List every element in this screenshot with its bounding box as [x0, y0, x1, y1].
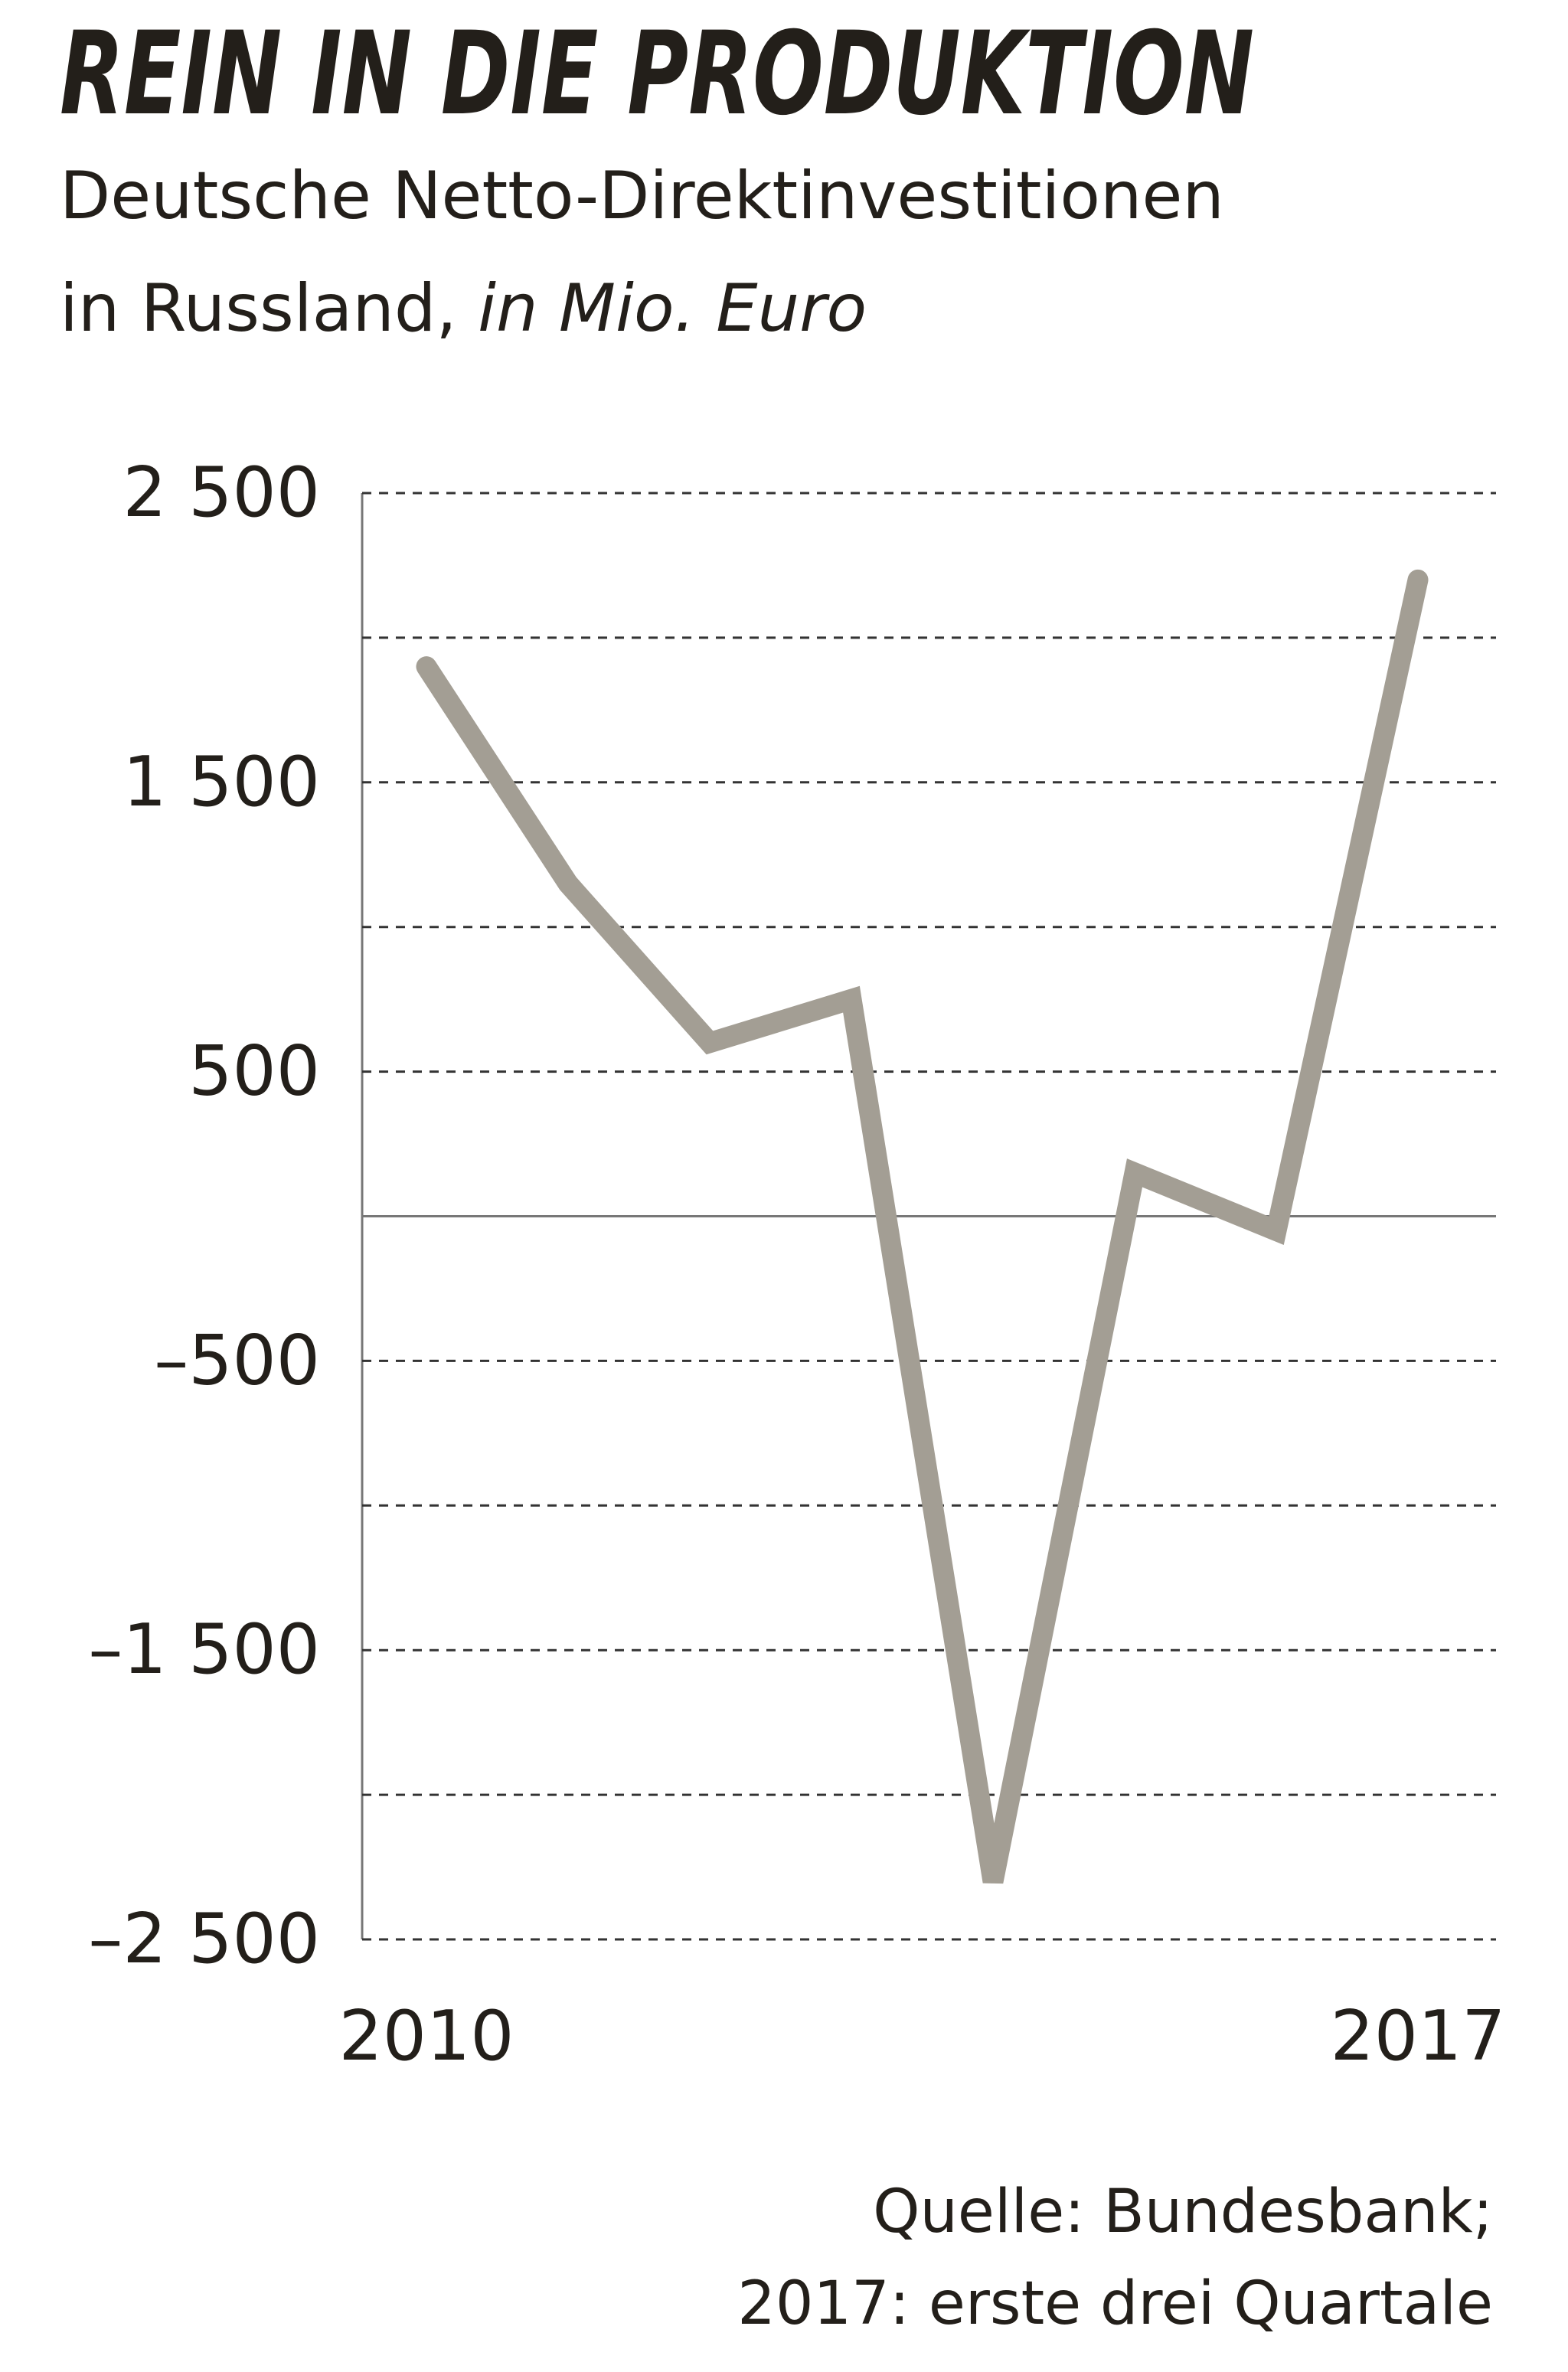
source: 2017: erste drei Quartale	[737, 2269, 1493, 2338]
y-tick-label: –1 500	[88, 1609, 320, 1690]
subtitle-line: in Russland,	[60, 270, 457, 347]
chart-title: REIN IN DIE PRODUKTION	[60, 8, 1254, 141]
y-tick-label: 1 500	[122, 742, 320, 822]
subtitle: in Russland, in Mio. Euro	[60, 270, 867, 347]
x-tick-label: 2017	[1330, 1996, 1505, 2076]
x-tick-label: 2010	[338, 1996, 514, 2076]
subtitle: Deutsche Netto-Direktinvestitionen	[60, 158, 1224, 234]
y-tick-label: 500	[188, 1031, 320, 1112]
y-tick-label: –500	[154, 1320, 320, 1400]
y-tick-label: –2 500	[88, 1899, 320, 1979]
source: Quelle: Bundesbank;	[873, 2178, 1493, 2246]
y-tick-label: 2 500	[122, 453, 320, 533]
unit: in Mio. Euro	[478, 270, 867, 347]
data-line	[416, 569, 1429, 1884]
